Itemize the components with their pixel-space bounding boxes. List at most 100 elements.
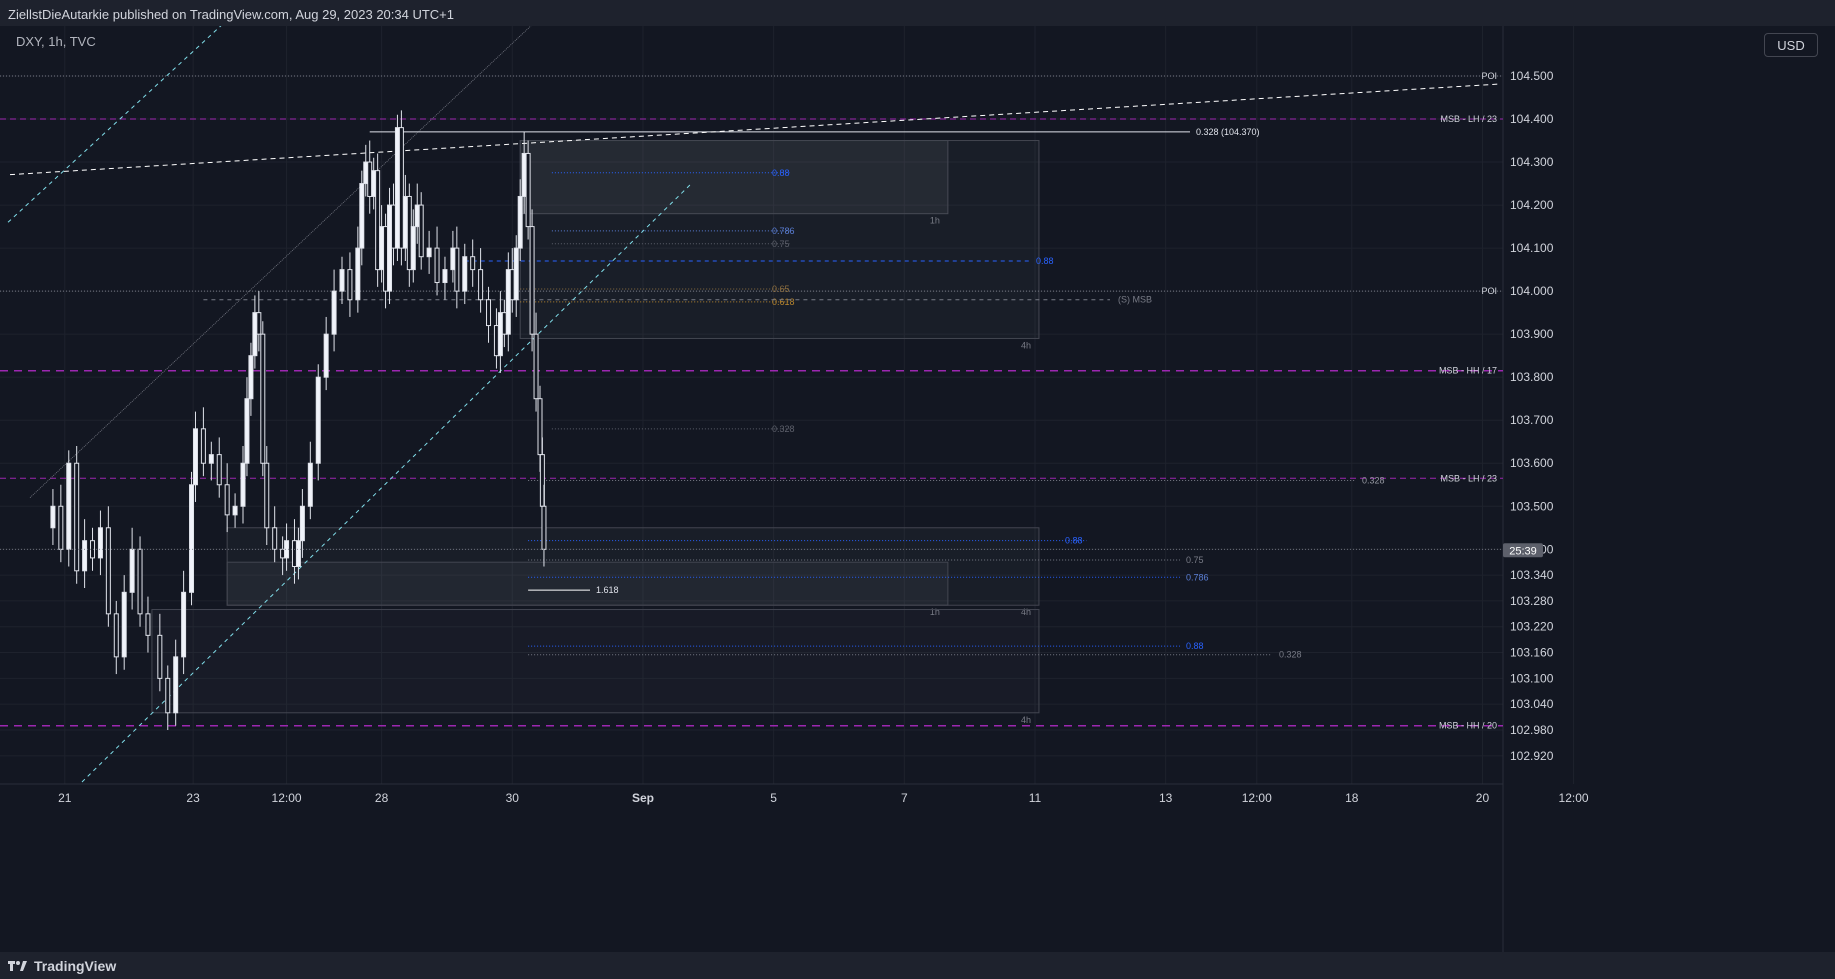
candle-body: [260, 333, 266, 464]
currency-button[interactable]: USD: [1764, 33, 1818, 57]
countdown-badge: 25:39: [1509, 545, 1537, 557]
x-axis-tick-label: 30: [506, 791, 520, 805]
tradingview-logo-icon: [8, 961, 27, 971]
x-axis-tick-label: 21: [58, 791, 72, 805]
candle-body: [307, 462, 313, 507]
candle-body: [244, 398, 250, 464]
candle-body: [402, 195, 408, 249]
fib-level-label: 0.88: [772, 168, 790, 178]
candle-body: [497, 312, 503, 357]
candle-body: [493, 325, 499, 357]
x-axis-tick-label: Sep: [632, 791, 654, 805]
candle-body: [509, 269, 515, 301]
candle-body: [256, 312, 262, 335]
candle-body: [280, 548, 286, 559]
candle-body: [462, 256, 468, 292]
candle-body: [66, 462, 72, 550]
candle-body: [517, 195, 523, 249]
candle-body: [541, 505, 547, 550]
key-level-label: MSB - LH / 23: [1440, 114, 1497, 124]
symbol-info: DXY, 1h, TVC: [16, 34, 96, 49]
trend-line-cyan-upper: [7, 26, 222, 223]
key-level-label: MSB - HH / 17: [1439, 366, 1497, 376]
candle-body: [173, 656, 179, 714]
x-axis-tick-label: 28: [375, 791, 389, 805]
candle-body: [390, 204, 396, 249]
key-level-label: MSB - HH / 20: [1439, 721, 1497, 731]
candle-body: [208, 454, 214, 464]
zone-timeframe-tag: 1h: [930, 216, 940, 226]
candle-body: [513, 247, 519, 301]
y-axis-tick-label: 104.500: [1510, 69, 1554, 83]
fib-level-label: (S) MSB: [1118, 295, 1152, 305]
candle-body: [379, 226, 385, 271]
chart-area[interactable]: 104.500 104.400 104.300 104.200 104.100 104.0…: [0, 26, 1835, 952]
candle-body: [442, 269, 448, 284]
x-axis-tick-label: 13: [1159, 791, 1173, 805]
candle-body: [315, 376, 321, 464]
candle-body: [486, 299, 492, 327]
candle-body: [240, 462, 246, 507]
x-axis-tick-label: 18: [1345, 791, 1359, 805]
candle-body: [406, 195, 412, 271]
price-chart[interactable]: 104.500 104.400 104.300 104.200 104.100 104.0…: [0, 26, 1835, 952]
candle-body: [454, 247, 460, 292]
y-axis-tick-label: 103.340: [1510, 568, 1554, 582]
candle-body: [537, 398, 543, 456]
candle-body: [82, 540, 88, 572]
candle-body: [200, 428, 206, 464]
countdown-badge-bg: [1503, 543, 1543, 558]
candle-body: [394, 127, 400, 249]
timeframe-zone: [151, 609, 1040, 714]
candle-body: [359, 183, 365, 249]
candle-body: [97, 527, 103, 559]
candle-body: [367, 161, 373, 197]
publisher-bar: ZiellstDieAutarkie published on TradingV…: [0, 0, 1835, 26]
candle-body: [74, 462, 80, 572]
candle-body: [533, 333, 539, 400]
y-axis-tick-label: 104.100: [1510, 241, 1554, 255]
fib-level-label: 0.786: [772, 226, 795, 236]
candle-body: [224, 484, 230, 516]
fib-level-label: 0.328 (104.370): [1196, 127, 1260, 137]
candle-body: [145, 613, 151, 636]
candle-body: [478, 269, 484, 301]
candle-body: [529, 226, 535, 335]
timeframe-zone: [519, 140, 1040, 339]
timeframe-zone: [226, 561, 949, 606]
y-axis-tick-label: 104.000: [1510, 284, 1554, 298]
trend-line-cyan-lower: [81, 182, 693, 783]
x-axis-tick-label: 5: [770, 791, 777, 805]
candle-body: [137, 548, 143, 615]
fib-level-label: 0.88: [1036, 256, 1054, 266]
fib-level-label: 0.88: [1186, 641, 1204, 651]
y-axis-tick-label: 103.220: [1510, 620, 1554, 634]
fib-level-label: 0.786: [1186, 572, 1209, 582]
candle-body: [347, 269, 353, 301]
zone-timeframe-tag: 4h: [1021, 715, 1031, 725]
y-axis-tick-label: 103.600: [1510, 456, 1554, 470]
tradingview-logo[interactable]: TradingView: [8, 958, 116, 974]
tradingview-logo-text: TradingView: [34, 958, 117, 974]
candle-body: [165, 677, 171, 714]
candle-body: [371, 170, 377, 197]
x-axis-tick-label: 7: [901, 791, 908, 805]
candle-body: [252, 312, 258, 357]
candle-body: [363, 161, 369, 185]
candle-body: [181, 591, 187, 658]
candle-body: [339, 269, 345, 292]
fib-level-label: 0.65: [772, 284, 790, 294]
publisher-text: ZiellstDieAutarkie published on TradingV…: [8, 7, 454, 22]
candle-body: [434, 247, 440, 284]
fib-level-label: 0.88: [1065, 536, 1083, 546]
y-axis-tick-label: 103.700: [1510, 413, 1554, 427]
fib-level-label: 0.75: [772, 239, 790, 249]
candle-body: [383, 226, 389, 292]
candle-body: [501, 312, 507, 335]
candle-body: [129, 548, 135, 593]
candle-body: [105, 527, 111, 615]
candle-body: [189, 484, 195, 593]
candle-body: [521, 152, 527, 197]
x-axis-tick-label: 11: [1029, 791, 1042, 805]
candle-body: [418, 204, 424, 258]
